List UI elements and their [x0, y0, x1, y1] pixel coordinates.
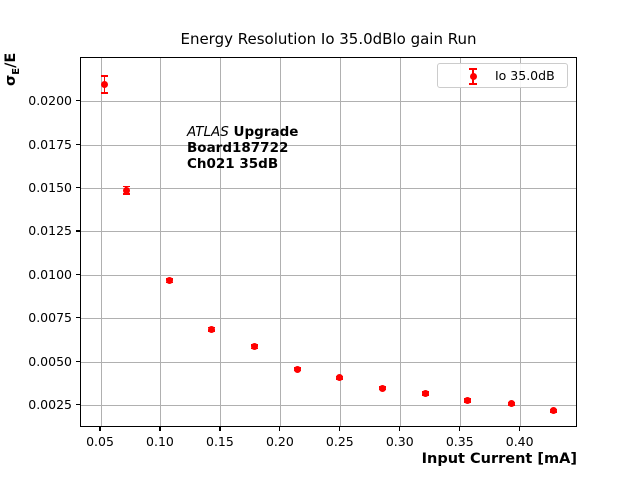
x-tick-label: 0.15	[206, 434, 234, 449]
data-point	[165, 277, 173, 285]
data-point	[549, 407, 557, 415]
x-tick-label: 0.05	[86, 434, 114, 449]
annotation-text: ATLAS Upgrade Board187722 Ch021 35dB	[187, 124, 298, 172]
error-bar-cap	[122, 185, 130, 188]
data-point	[207, 325, 215, 333]
y-tick-label: 0.0050	[28, 353, 72, 369]
y-tick-mark	[76, 143, 80, 145]
y-tick-mark	[76, 230, 80, 232]
x-tick-label: 0.30	[385, 434, 414, 449]
y-tick-label: 0.0100	[28, 266, 72, 282]
x-tick-label: 0.10	[146, 434, 174, 449]
x-tick-mark	[459, 427, 461, 431]
x-tick-label: 0.25	[325, 434, 354, 449]
data-point	[507, 400, 515, 408]
x-gridline	[280, 58, 282, 426]
legend-errorbar-cap-bottom	[469, 83, 477, 85]
y-tick-label: 0.0125	[28, 223, 72, 239]
data-point	[122, 186, 130, 194]
annotation-upgrade: Upgrade	[228, 124, 299, 140]
x-gridline	[160, 58, 162, 426]
legend-label: Io 35.0dB	[495, 68, 555, 83]
y-gridline	[81, 405, 576, 407]
x-gridline	[400, 58, 402, 426]
x-gridline	[100, 58, 102, 426]
x-gridline	[460, 58, 462, 426]
x-tick-mark	[399, 427, 401, 431]
annotation-line-3: Ch021 35dB	[187, 156, 279, 172]
y-gridline	[81, 231, 576, 233]
annotation-atlas: ATLAS	[187, 124, 229, 140]
x-tick-mark	[219, 427, 221, 431]
x-tick-label: 0.35	[445, 434, 474, 449]
y-gridline	[81, 318, 576, 320]
chart-title: Energy Resolution Io 35.0dBlo gain Run	[180, 30, 477, 48]
y-tick-label: 0.0075	[28, 310, 72, 326]
y-tick-label: 0.0200	[28, 93, 72, 109]
y-gridline	[81, 274, 576, 276]
y-tick-mark	[76, 273, 80, 275]
x-gridline	[340, 58, 342, 426]
y-tick-mark	[76, 100, 80, 102]
x-gridline	[520, 58, 522, 426]
x-tick-mark	[519, 427, 521, 431]
x-tick-mark	[99, 427, 101, 431]
x-axis-label: Input Current [mA]	[421, 451, 577, 467]
x-tick-label: 0.20	[265, 434, 294, 449]
error-bar-cap	[101, 92, 109, 94]
y-axis-label-rest: /E	[3, 52, 19, 68]
y-tick-label: 0.0025	[28, 397, 72, 413]
plot-area: ATLAS Upgrade Board187722 Ch021 35dB	[80, 57, 577, 427]
legend: Io 35.0dB	[437, 63, 568, 88]
legend-marker-dot	[469, 73, 477, 80]
x-tick-label: 0.40	[505, 434, 534, 449]
data-point	[379, 384, 387, 392]
data-point	[464, 396, 472, 404]
data-point	[422, 389, 430, 397]
error-bar-cap	[101, 74, 109, 77]
y-gridline	[81, 361, 576, 363]
x-tick-mark	[339, 427, 341, 431]
legend-errorbar-icon	[466, 64, 480, 89]
y-tick-label: 0.0150	[28, 180, 72, 196]
data-point	[336, 374, 344, 382]
y-gridline	[81, 144, 576, 146]
y-gridline	[81, 188, 576, 190]
x-tick-mark	[279, 427, 281, 431]
x-tick-mark	[159, 427, 161, 431]
y-tick-mark	[76, 317, 80, 319]
y-axis-label: σE/E	[3, 53, 22, 86]
error-bar-cap	[122, 193, 130, 195]
y-tick-mark	[76, 360, 80, 362]
y-tick-mark	[76, 186, 80, 189]
y-gridline	[81, 101, 576, 103]
legend-errorbar-cap-top	[469, 68, 477, 70]
y-axis-label-sigma: σ	[3, 74, 19, 86]
annotation-line-2: Board187722	[187, 140, 289, 156]
y-axis-label-sub: E	[10, 67, 22, 75]
y-tick-mark	[76, 404, 80, 406]
y-tick-label: 0.0175	[28, 136, 72, 152]
data-point	[294, 365, 302, 373]
data-point	[101, 80, 109, 88]
annotation-line-1: ATLAS Upgrade	[187, 124, 298, 140]
data-point	[251, 343, 258, 351]
x-gridline	[220, 58, 222, 426]
